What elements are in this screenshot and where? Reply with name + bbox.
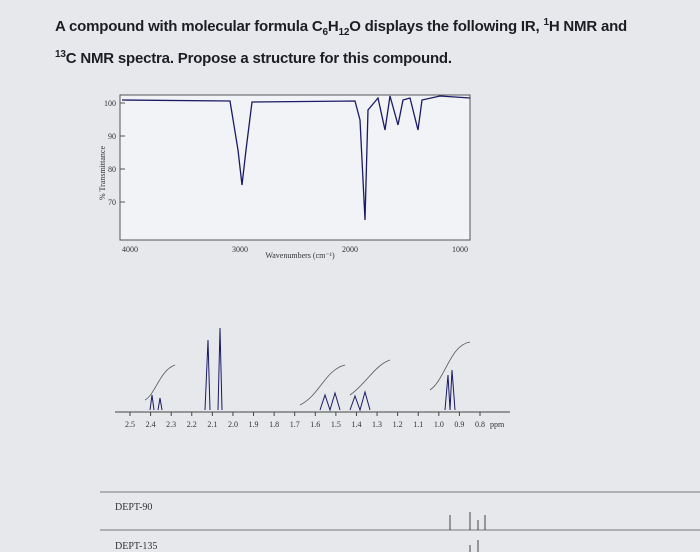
- ppm-tick-label: 1.8: [269, 420, 279, 429]
- dept-label: DEPT-90: [115, 502, 152, 513]
- subscript: 6: [322, 27, 328, 38]
- ppm-tick-label: 1.1: [413, 420, 423, 429]
- ppm-tick-label: 1.3: [372, 420, 382, 429]
- ppm-tick-label: 1.6: [310, 420, 320, 429]
- ir-frame: [119, 94, 471, 241]
- superscript: 13: [55, 49, 66, 60]
- y-axis-label: % Transmittance: [98, 146, 107, 200]
- y-tick-label: 70: [108, 198, 116, 207]
- ppm-tick-label: 1.2: [393, 420, 403, 429]
- dept-peaks: [449, 512, 486, 552]
- x-tick-label: 4000: [122, 245, 138, 254]
- ppm-tick-label: 0.9: [454, 420, 464, 429]
- question: A compound with molecular formula C6H12O…: [55, 12, 627, 70]
- x-axis-label: Wavenumbers (cm⁻¹): [265, 251, 335, 260]
- ppm-tick-label: 1.9: [249, 420, 259, 429]
- ppm-tick-label: 2.1: [207, 420, 217, 429]
- question-line: A compound with molecular formula C6H12O…: [55, 12, 627, 44]
- nmr-peaks: [149, 327, 456, 412]
- ppm-tick-label: 0.8: [475, 420, 485, 429]
- ir-curve: [121, 95, 471, 221]
- ppm-tick-label: 2.4: [146, 420, 156, 429]
- ppm-label: ppm: [490, 420, 505, 429]
- ppm-tick-label: 1.7: [290, 420, 300, 429]
- x-tick-label: 2000: [342, 245, 358, 254]
- question-line: 13C NMR spectra. Propose a structure for…: [55, 44, 627, 70]
- text: A compound with molecular formula C: [55, 18, 323, 35]
- integral: [144, 341, 471, 406]
- x-tick-label: 1000: [452, 245, 468, 254]
- text: H: [327, 18, 339, 35]
- text: O displays the following IR,: [349, 18, 544, 35]
- text: C NMR spectra. Propose a structure for t…: [65, 50, 452, 67]
- ppm-tick-label: 1.5: [331, 420, 341, 429]
- nmr-axis: 2.5 2.4 2.3 2.2 2.1 2.0 1.9 1.8 1.7 1.6 1.5 1.4 1.3 1…: [125, 412, 485, 429]
- ppm-tick-label: 2.3: [166, 420, 176, 429]
- ppm-tick-label: 2.2: [187, 420, 197, 429]
- text: H NMR and: [548, 18, 628, 35]
- y-tick-label: 80: [108, 165, 116, 174]
- ppm-tick-label: 1.0: [434, 420, 444, 429]
- x-tick-label: 3000: [232, 245, 248, 254]
- ppm-tick-label: 2.0: [228, 420, 238, 429]
- ppm-tick-label: 1.4: [351, 420, 361, 429]
- dept-label: DEPT-135: [115, 541, 157, 552]
- subscript: 12: [338, 27, 350, 38]
- ppm-tick-label: 2.5: [125, 420, 135, 429]
- y-tick-label: 90: [108, 132, 116, 141]
- superscript: 1: [543, 17, 549, 28]
- y-tick-label: 100: [104, 99, 116, 108]
